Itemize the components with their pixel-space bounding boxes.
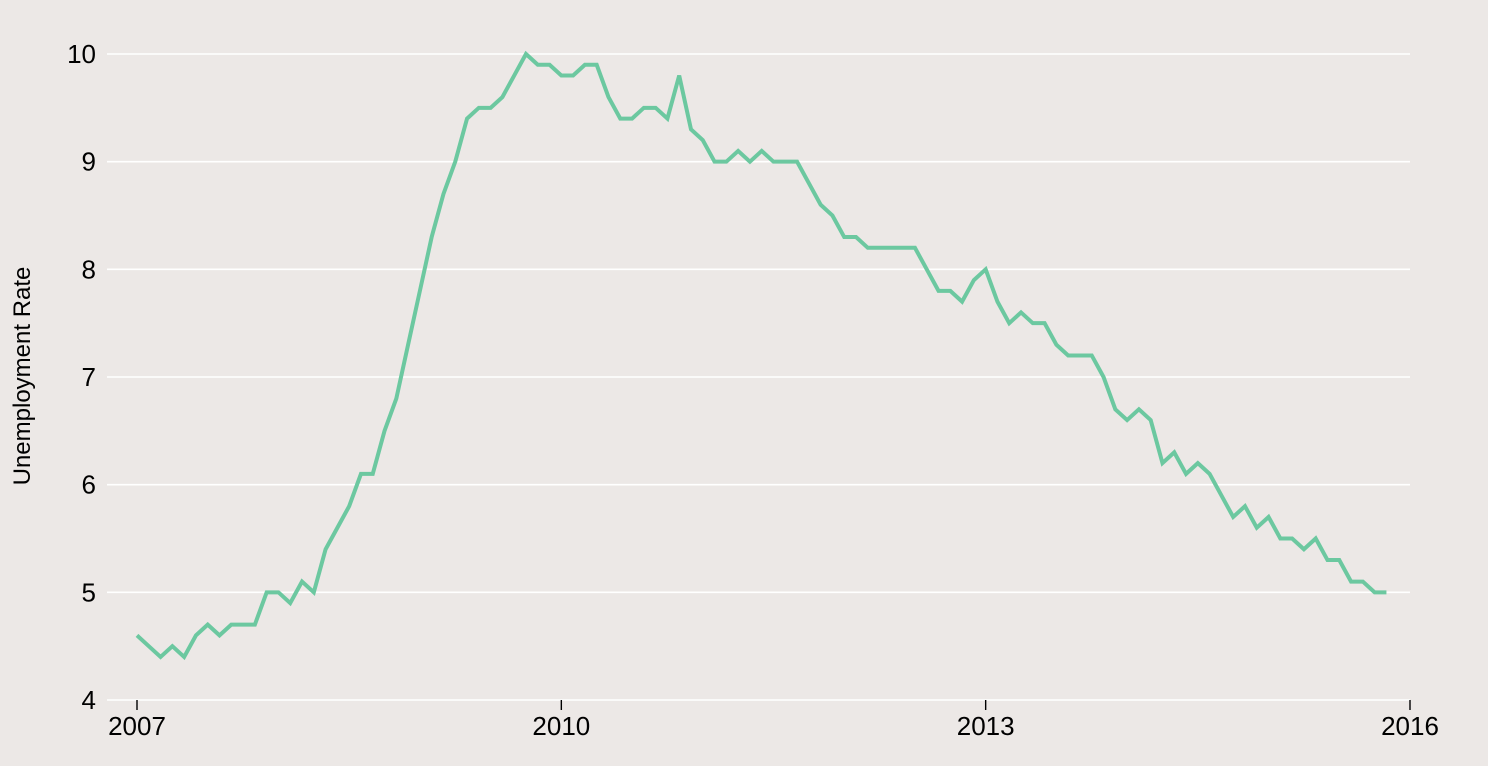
series-layer — [135, 50, 1387, 661]
x-tick-label: 2013 — [957, 711, 1015, 741]
y-axis-title: Unemployment Rate — [9, 267, 36, 486]
series-line-unemployment — [135, 50, 1387, 661]
x-tick-label: 2016 — [1381, 711, 1439, 741]
y-tick-label: 4 — [82, 685, 96, 715]
y-tick-label: 9 — [82, 147, 96, 177]
y-tick-label: 5 — [82, 577, 96, 607]
gridlines — [107, 53, 1410, 701]
y-tick-label: 7 — [82, 362, 96, 392]
y-tick-label: 6 — [82, 470, 96, 500]
y-tick-label: 10 — [67, 39, 96, 69]
x-tick-label: 2007 — [108, 711, 166, 741]
y-axis: 4 5 6 7 8 9 10 — [67, 39, 96, 715]
y-tick-label: 8 — [82, 254, 96, 284]
x-tick-label: 2010 — [532, 711, 590, 741]
x-axis: 2007 2010 2013 2016 — [108, 700, 1439, 741]
